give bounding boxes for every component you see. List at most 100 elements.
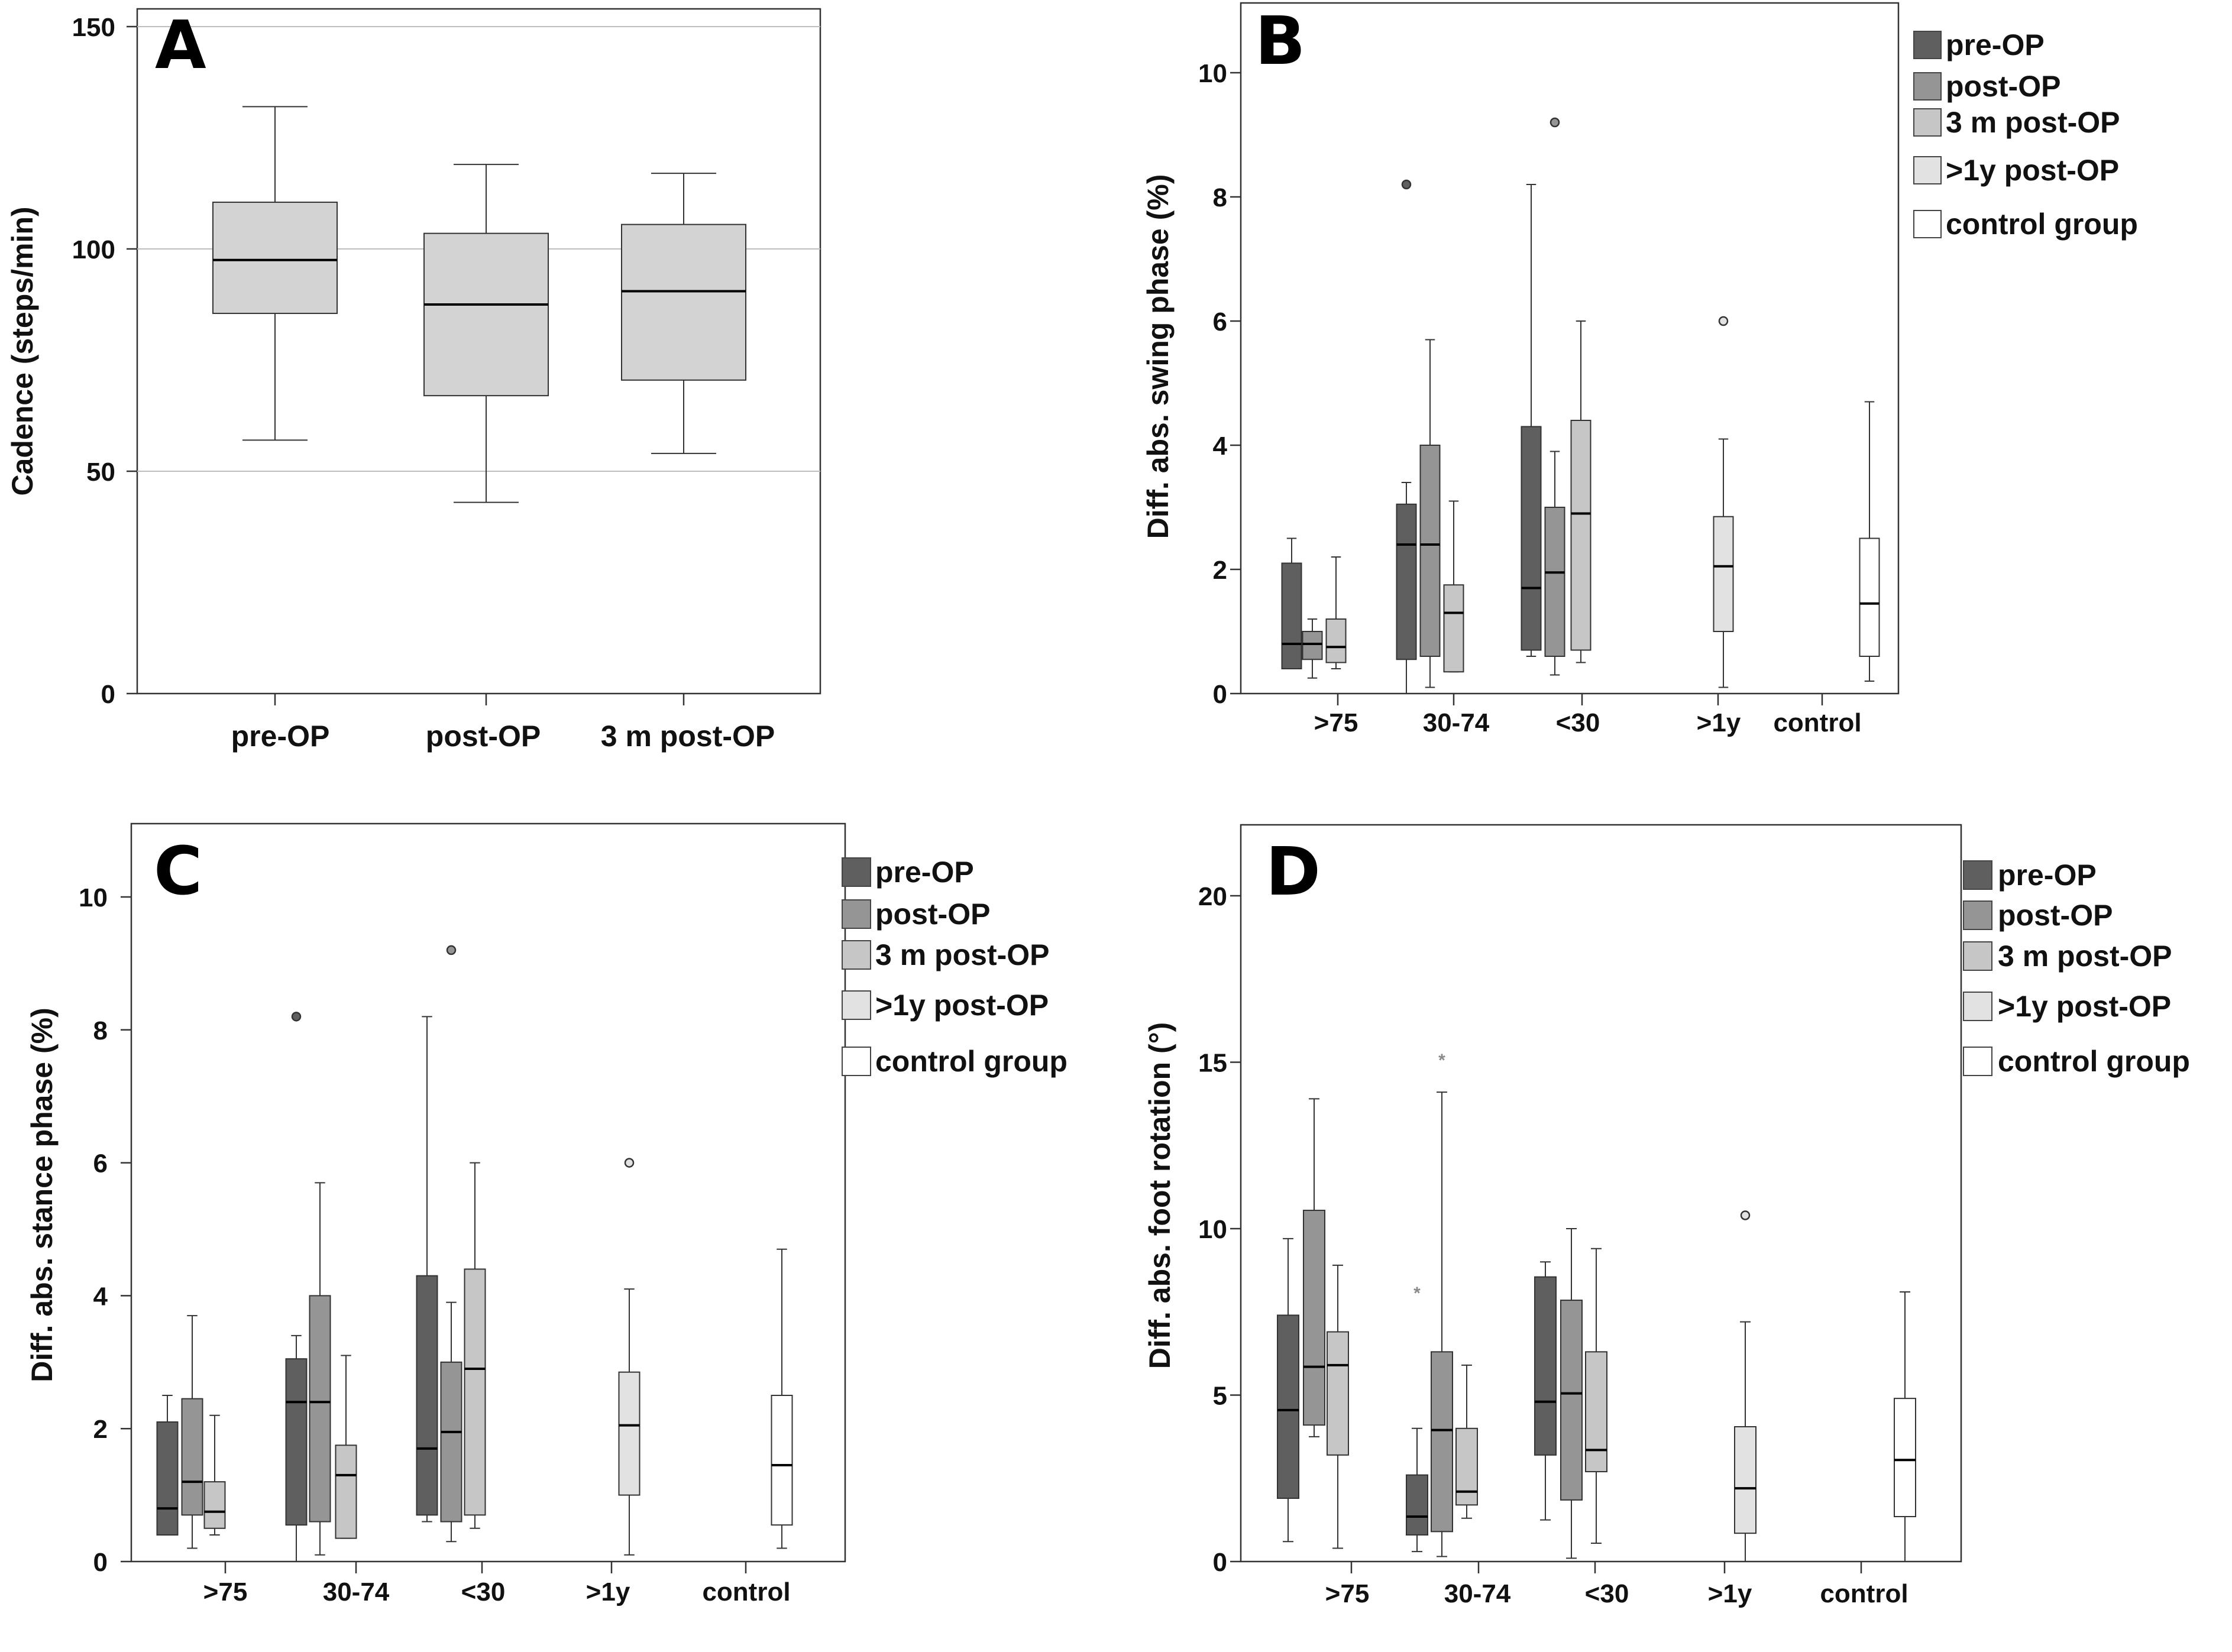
legend-label: pre-OP	[1946, 28, 2045, 61]
box-iqr	[309, 1295, 331, 1523]
box-30-74-3-m-post-op	[1443, 500, 1464, 673]
box-iqr	[1325, 618, 1347, 663]
y-tick-label-100: 100	[72, 235, 115, 264]
box-gt75-3-m-post-op	[1325, 556, 1347, 669]
box-lt30-3-m-post-op	[1585, 1248, 1607, 1544]
legend-item-pre-op: pre-OP	[1963, 859, 2097, 892]
x-tick-label-control: control	[702, 1578, 790, 1606]
box-iqr	[1859, 537, 1880, 657]
box-gt75-pre-op	[1281, 537, 1302, 669]
y-tick-label-10: 10	[79, 883, 108, 912]
legend-label: 3 m post-OP	[875, 938, 1049, 971]
legend-swatch	[1963, 900, 1992, 930]
legend-label: >1y post-OP	[875, 989, 1049, 1022]
legend-label: control group	[1998, 1045, 2190, 1078]
box-lt30-post-op	[1544, 117, 1565, 676]
box-iqr	[1277, 1314, 1299, 1499]
box-iqr	[335, 1444, 357, 1539]
box-iqr	[621, 223, 746, 381]
box-30-74-post-op	[309, 1182, 331, 1556]
box-iqr	[1443, 584, 1464, 673]
legend-swatch	[842, 990, 871, 1020]
box-lt30-pre-op	[1521, 184, 1542, 657]
panel-b-axes: 0 2 4 6 8 10 Diff. abs. swing phase (%) >75 30-7…	[1141, 59, 1862, 737]
legend-item-pre-op: pre-OP	[1913, 28, 2045, 61]
y-tick-label-0: 0	[1213, 1548, 1227, 1577]
box-iqr	[423, 232, 549, 397]
box-iqr	[1302, 631, 1323, 660]
box-iqr	[1303, 1210, 1325, 1426]
legend-label: post-OP	[1998, 899, 2113, 932]
legend-swatch	[1963, 941, 1992, 971]
box-iqr	[1396, 503, 1417, 660]
box-30-74-3-m-post-op	[1455, 1364, 1478, 1519]
legend-label: 3 m post-OP	[1946, 106, 2120, 139]
box-gt75-post-op	[1302, 618, 1323, 679]
legend-swatch	[842, 899, 871, 929]
legend-swatch	[1963, 1047, 1992, 1076]
legend-label: 3 m post-OP	[1998, 940, 2172, 973]
legend-item-pre-op: pre-OP	[842, 856, 974, 889]
y-tick-label-5: 5	[1213, 1382, 1227, 1411]
legend-label: post-OP	[1946, 70, 2060, 103]
box-iqr	[1419, 445, 1441, 657]
legend-swatch	[1913, 156, 1942, 184]
box-30-74-pre-op: *	[1406, 1284, 1428, 1553]
outlier-circle	[1401, 179, 1412, 190]
panel-c-axes: 0 2 4 6 8 10 Diff. abs. stance phase (%) >75 30-…	[25, 883, 791, 1606]
x-tick-label-control: control	[1773, 708, 1861, 737]
y-tick-label-0: 0	[1213, 680, 1227, 709]
y-tick-label-2: 2	[1213, 556, 1227, 585]
box-30-74-3-m-post-op	[335, 1355, 357, 1539]
outlier-circle	[1718, 316, 1729, 326]
panel-a-plot-frame	[136, 8, 821, 695]
legend-swatch	[1913, 31, 1942, 59]
box-30-74-pre-op	[285, 1012, 308, 1562]
legend-item-post-op: post-OP	[1913, 70, 2060, 103]
legend-item-post-op: post-OP	[842, 898, 990, 931]
panel-a-letter: A	[155, 7, 206, 84]
box-iqr	[1894, 1398, 1916, 1517]
panel-b-plot-frame	[1240, 2, 1900, 695]
legend-item-control-group: control group	[1913, 208, 2138, 241]
box-3-m-post-op-3-m-post-op	[621, 173, 746, 454]
x-tick-label-30-74: 30-74	[1423, 708, 1490, 737]
box-iqr	[1281, 562, 1302, 669]
y-tick-label-0: 0	[93, 1548, 108, 1577]
panel-a: 0 50 100 150 Cadence (steps/min) pre-OP post-O…	[6, 7, 821, 753]
legend-swatch	[842, 857, 871, 887]
panel-c-boxes	[156, 945, 793, 1562]
box-iqr	[1327, 1331, 1349, 1456]
x-tick-label-post-op: post-OP	[426, 720, 541, 753]
y-tick-label-4: 4	[93, 1282, 108, 1311]
box-lt30-3-m-post-op	[464, 1162, 486, 1529]
legend-swatch	[1913, 108, 1942, 137]
panel-d-boxes: **	[1277, 1051, 1916, 1562]
y-tick-label-6: 6	[1213, 307, 1227, 336]
y-tick-label-8: 8	[1213, 183, 1227, 212]
box-iqr	[440, 1361, 462, 1523]
panel-d-letter: D	[1266, 834, 1318, 911]
legend-swatch	[1913, 210, 1942, 238]
outlier-star: *	[1413, 1284, 1421, 1303]
y-axis-title: Diff. abs. stance phase (%)	[25, 1008, 59, 1382]
panel-b-letter: B	[1255, 3, 1303, 80]
legend-item-3-m-post-op: 3 m post-OP	[842, 938, 1049, 971]
panel-c-plot-frame	[130, 822, 846, 1563]
box-gt1y-gt1y-post-op	[1734, 1210, 1757, 1562]
box-iqr	[1713, 516, 1734, 632]
panel-d-legend: pre-OP post-OP 3 m post-OP >1y post-OP contr…	[1963, 859, 2190, 1078]
panel-c-letter: C	[154, 833, 200, 910]
legend-swatch	[1913, 72, 1942, 101]
x-tick-label-lt30: <30	[1585, 1579, 1629, 1608]
legend-item-3-m-post-op: 3 m post-OP	[1963, 940, 2172, 973]
y-tick-label-10: 10	[1198, 1215, 1227, 1244]
y-tick-label-15: 15	[1198, 1049, 1227, 1078]
box-lt30-post-op	[1560, 1228, 1583, 1559]
box-iqr	[771, 1395, 793, 1526]
legend-swatch	[1963, 860, 1992, 890]
y-tick-label-2: 2	[93, 1415, 108, 1444]
box-30-74-pre-op	[1396, 179, 1417, 694]
box-control-control-group	[771, 1248, 793, 1549]
